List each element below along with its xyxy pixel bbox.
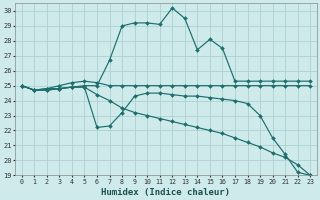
X-axis label: Humidex (Indice chaleur): Humidex (Indice chaleur) [101, 188, 230, 197]
